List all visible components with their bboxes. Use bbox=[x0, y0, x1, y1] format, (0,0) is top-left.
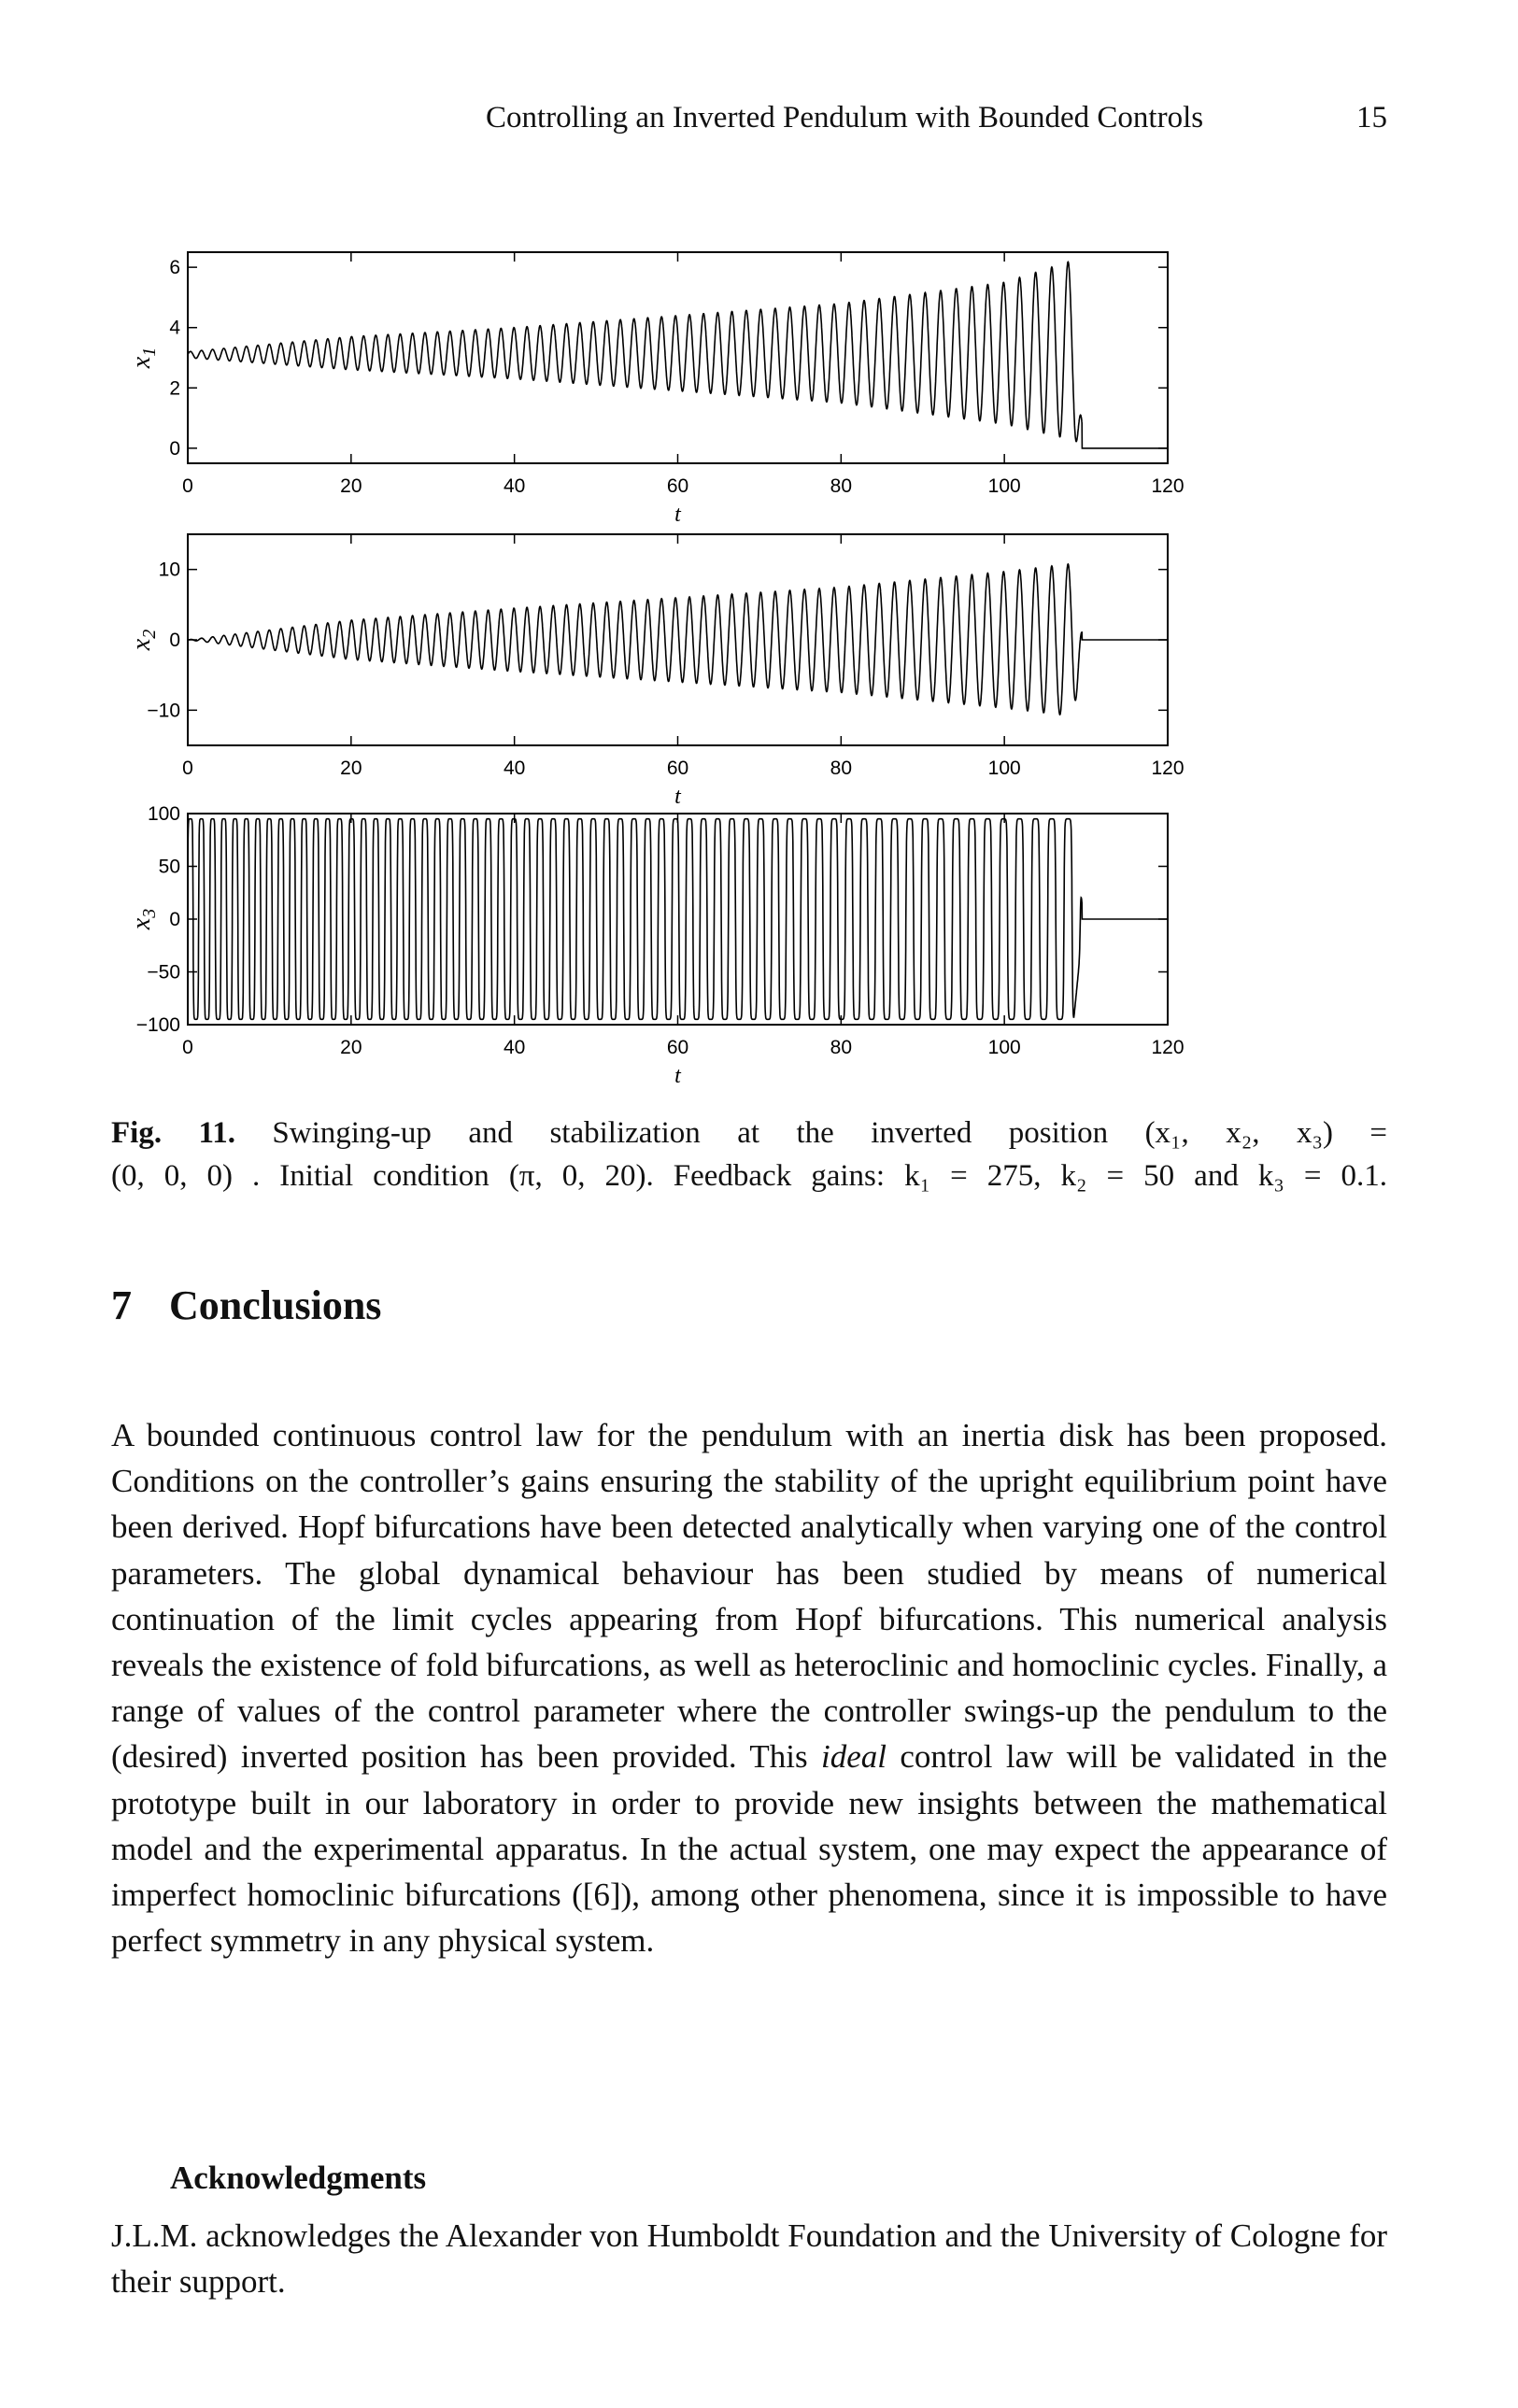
x-axis-label: t bbox=[674, 503, 682, 527]
y-tick-label: −100 bbox=[136, 1014, 180, 1036]
x-tick-label: 100 bbox=[988, 1037, 1021, 1058]
acknowledgments-text: J.L.M. acknowledges the Alexander von Hu… bbox=[111, 2217, 1387, 2300]
y-tick-label: 100 bbox=[148, 803, 180, 825]
x-tick-label: 80 bbox=[830, 758, 852, 779]
y-tick-label: −10 bbox=[147, 700, 180, 721]
x-tick-label: 100 bbox=[988, 758, 1021, 779]
x-tick-label: 120 bbox=[1151, 758, 1184, 779]
y-tick-label: 2 bbox=[169, 377, 180, 399]
caption-line-2: (0, 0, 0) . Initial condition (π, 0, 20)… bbox=[111, 1159, 1387, 1193]
y-tick-label: 0 bbox=[169, 630, 180, 651]
x-tick-label: 80 bbox=[830, 475, 852, 497]
x-tick-label: 20 bbox=[340, 1037, 362, 1058]
series-line-x3 bbox=[187, 817, 1168, 1021]
acknowledgments-heading: Acknowledgments bbox=[170, 2160, 427, 2196]
y-tick-label: −50 bbox=[147, 962, 180, 984]
caption-line-1: Fig. 11. Swinging-up and stabilization a… bbox=[111, 1112, 1387, 1154]
y-tick-label: 0 bbox=[169, 438, 180, 460]
series-line-x1 bbox=[187, 261, 1168, 449]
y-tick-label: 0 bbox=[169, 909, 180, 930]
subplot-3: 0 20 40 60 80 100 120 −100 −50 0 50 100 t x3 bbox=[127, 803, 1185, 1088]
series-line-x2 bbox=[188, 562, 1168, 716]
x-tick-label: 120 bbox=[1151, 1037, 1184, 1058]
x-tick-label: 20 bbox=[340, 758, 362, 779]
x-tick-label: 60 bbox=[667, 475, 688, 497]
emphasis-text: ideal bbox=[820, 1738, 887, 1776]
x-axis-label: t bbox=[674, 1064, 682, 1088]
x-tick-label: 20 bbox=[340, 475, 362, 497]
x-tick-label: 80 bbox=[830, 1037, 852, 1058]
x-tick-label: 60 bbox=[667, 758, 688, 779]
conclusions-paragraph: A bounded continuous control law for the… bbox=[111, 1412, 1387, 1963]
y-axis-label: x2 bbox=[127, 630, 160, 651]
caption-text-1: Swinging-up and stabilization at the inv… bbox=[272, 1116, 1388, 1150]
x-tick-label: 40 bbox=[504, 758, 525, 779]
x-tick-label: 40 bbox=[504, 1037, 525, 1058]
x-tick-label: 40 bbox=[504, 475, 525, 497]
paragraph-text: A bounded continuous control law for the… bbox=[111, 1417, 1387, 1776]
y-tick-label: 50 bbox=[159, 857, 180, 878]
section-title: Conclusions bbox=[169, 1282, 382, 1328]
axes-box bbox=[187, 533, 1169, 746]
x-axis-label: t bbox=[674, 785, 682, 809]
x-tick-label: 120 bbox=[1151, 475, 1184, 497]
x-tick-label: 0 bbox=[182, 758, 193, 779]
caption-label: Fig. 11. bbox=[111, 1116, 235, 1150]
subplot-1: 0 20 40 60 80 100 120 0 2 4 6 t x1 bbox=[127, 251, 1185, 527]
y-tick-label: 10 bbox=[159, 560, 180, 581]
section-number: 7 bbox=[111, 1282, 132, 1328]
y-axis-label: x1 bbox=[127, 347, 160, 369]
paragraph-text-cont: control law will be validated in the pro… bbox=[111, 1738, 1388, 1960]
y-tick-label: 6 bbox=[169, 257, 180, 278]
x-tick-label: 60 bbox=[667, 1037, 688, 1058]
section-heading: 7 Conclusions bbox=[111, 1282, 381, 1329]
y-axis-label: x3 bbox=[127, 909, 160, 930]
y-tick-label: 4 bbox=[169, 318, 180, 339]
subplot-2: 0 20 40 60 80 100 120 −10 0 10 t x2 bbox=[127, 533, 1185, 809]
x-tick-label: 0 bbox=[182, 475, 193, 497]
running-title: Controlling an Inverted Pendulum with Bo… bbox=[486, 101, 1204, 135]
x-tick-label: 100 bbox=[988, 475, 1021, 497]
x-tick-label: 0 bbox=[182, 1037, 193, 1058]
page-number: 15 bbox=[1356, 101, 1387, 135]
